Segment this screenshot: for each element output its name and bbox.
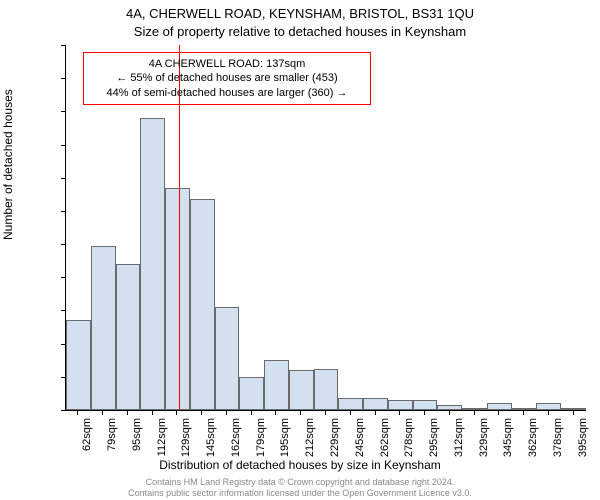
x-tick-label: 345sqm [502,418,514,457]
x-tick-label: 195sqm [279,418,291,457]
histogram-bar [314,369,339,410]
y-tick-label: 180 [0,105,57,117]
histogram-bar [239,377,264,410]
y-tick-label: 160 [0,139,57,151]
annotation-line: 44% of semi-detached houses are larger (… [92,86,362,100]
footer-line-2: Contains public sector information licen… [0,488,600,498]
histogram-bar [462,408,487,410]
y-tick-mark [61,410,66,411]
x-tick-mark [548,410,549,415]
x-tick-mark [102,410,103,415]
histogram-bar [66,320,91,410]
histogram-bar [363,398,388,410]
x-tick-label: 312sqm [453,418,465,457]
x-tick-mark [424,410,425,415]
y-tick-mark [61,244,66,245]
x-tick-label: 212sqm [304,418,316,457]
x-tick-label: 62sqm [81,418,93,451]
chart-container: 4A, CHERWELL ROAD, KEYNSHAM, BRISTOL, BS… [0,0,600,500]
y-tick-label: 120 [0,205,57,217]
histogram-bar [289,370,314,410]
x-tick-mark [325,410,326,415]
x-tick-label: 162sqm [230,418,242,457]
y-tick-mark [61,111,66,112]
y-tick-mark [61,277,66,278]
y-tick-mark [61,178,66,179]
x-tick-label: 329sqm [478,418,490,457]
x-tick-mark [275,410,276,415]
chart-title-main: 4A, CHERWELL ROAD, KEYNSHAM, BRISTOL, BS… [0,6,600,21]
x-tick-mark [77,410,78,415]
y-tick-label: 60 [0,304,57,316]
x-tick-mark [300,410,301,415]
x-tick-mark [226,410,227,415]
y-tick-label: 20 [0,371,57,383]
x-tick-mark [523,410,524,415]
x-tick-label: 378sqm [552,418,564,457]
x-tick-label: 95sqm [131,418,143,451]
y-tick-mark [61,344,66,345]
annotation-box: 4A CHERWELL ROAD: 137sqm← 55% of detache… [83,52,371,105]
x-tick-label: 79sqm [106,418,118,451]
x-tick-mark [375,410,376,415]
chart-title-sub: Size of property relative to detached ho… [0,24,600,39]
y-tick-mark [61,310,66,311]
annotation-line: 4A CHERWELL ROAD: 137sqm [92,57,362,71]
x-tick-label: 229sqm [329,418,341,457]
x-tick-mark [127,410,128,415]
x-tick-label: 179sqm [255,418,267,457]
x-tick-mark [152,410,153,415]
histogram-bar [140,118,165,410]
y-tick-label: 200 [0,72,57,84]
x-tick-label: 145sqm [205,418,217,457]
y-tick-mark [61,377,66,378]
x-tick-mark [474,410,475,415]
x-tick-mark [449,410,450,415]
y-tick-label: 80 [0,271,57,283]
y-tick-mark [61,78,66,79]
histogram-bar [437,405,462,410]
annotation-line: ← 55% of detached houses are smaller (45… [92,71,362,85]
histogram-bar [561,408,586,410]
y-tick-label: 100 [0,238,57,250]
x-tick-mark [350,410,351,415]
x-tick-label: 362sqm [527,418,539,457]
footer-line-1: Contains HM Land Registry data © Crown c… [0,477,600,487]
x-tick-mark [399,410,400,415]
x-tick-mark [573,410,574,415]
y-tick-label: 0 [0,404,57,416]
x-tick-mark [201,410,202,415]
x-tick-label: 278sqm [403,418,415,457]
x-tick-label: 112sqm [156,418,168,456]
histogram-bar [165,188,190,410]
histogram-bar [215,307,240,410]
histogram-bar [264,360,289,410]
x-tick-label: 395sqm [577,418,589,457]
x-tick-label: 295sqm [428,418,440,457]
x-tick-label: 129sqm [180,418,192,457]
footer-attribution: Contains HM Land Registry data © Crown c… [0,477,600,498]
histogram-bar [190,199,215,410]
x-axis-label: Distribution of detached houses by size … [0,458,600,472]
histogram-bar [536,403,561,410]
histogram-bar [91,246,116,410]
histogram-bar [116,264,141,410]
x-tick-mark [251,410,252,415]
y-tick-mark [61,211,66,212]
x-tick-mark [498,410,499,415]
x-tick-label: 262sqm [379,418,391,457]
histogram-bar [338,398,363,410]
histogram-bar [413,400,438,410]
histogram-bar [388,400,413,410]
y-tick-mark [61,145,66,146]
x-tick-label: 245sqm [354,418,366,457]
x-tick-mark [176,410,177,415]
y-tick-label: 220 [0,39,57,51]
histogram-bar [487,403,512,410]
y-tick-label: 40 [0,338,57,350]
y-tick-label: 140 [0,172,57,184]
y-tick-mark [61,45,66,46]
